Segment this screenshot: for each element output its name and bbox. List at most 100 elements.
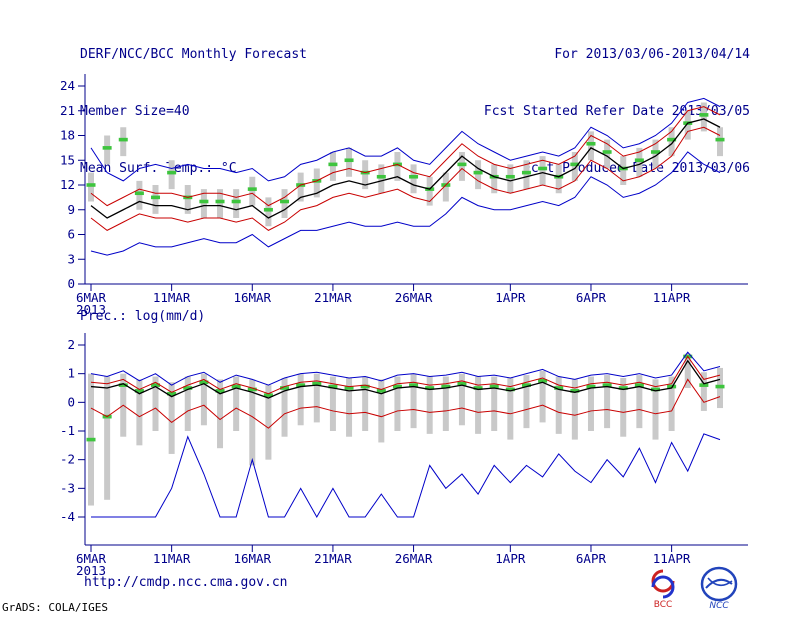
ensemble-mean-line [90, 118, 721, 219]
x-tick-label: 11APR [653, 290, 691, 305]
median-marker [554, 386, 564, 390]
x-tick-label: 1APR [495, 290, 526, 305]
median-marker [489, 384, 499, 389]
ncc-logo-label: NCC [709, 601, 729, 610]
ensemble-spread-bar [184, 376, 191, 431]
ensemble-spread-bar [184, 185, 191, 214]
median-marker [151, 195, 161, 200]
median-marker [538, 379, 548, 383]
median-marker [521, 383, 531, 387]
ensemble-spread-bar [313, 168, 320, 198]
median-marker [102, 146, 112, 150]
ensemble-spread-bar [297, 373, 304, 426]
median-marker [618, 386, 628, 390]
ensemble-spread-bar [442, 172, 449, 202]
ensemble-spread-bar [249, 379, 256, 466]
median-marker [199, 380, 209, 385]
x-tick-label: 1APR [495, 551, 526, 566]
grads-credit: GrADS: COLA/IGES [2, 601, 108, 614]
median-marker [86, 437, 96, 442]
ensemble-spread-bar [620, 156, 627, 185]
median-marker [247, 187, 257, 191]
y-tick-label: 0 [67, 394, 75, 409]
ensemble-spread-bar [200, 189, 207, 218]
ensemble-spread-bar [555, 376, 562, 434]
median-marker [231, 199, 241, 204]
median-marker [667, 384, 677, 389]
ensemble-spread-bar [684, 353, 691, 388]
median-marker [473, 170, 483, 175]
median-marker [650, 387, 660, 392]
ensemble-spread-bar [604, 375, 611, 429]
ensemble-spread-bar [410, 373, 417, 429]
ncc-logo: NCC [700, 566, 738, 610]
y-tick-label: 15 [60, 152, 75, 167]
median-marker [118, 383, 128, 387]
ensemble-spread-bar [539, 370, 546, 423]
ensemble-spread-bar [458, 152, 465, 181]
median-marker [231, 384, 241, 389]
ensemble-spread-bar [88, 172, 94, 202]
ensemble-max-line [90, 97, 721, 182]
y-tick-label: -3 [60, 480, 75, 495]
median-marker [86, 183, 96, 187]
ensemble-spread-bar [636, 375, 643, 429]
ensemble-spread-bar [684, 110, 691, 140]
ensemble-spread-bar [168, 160, 175, 190]
member-size-label: Member Size=40 [80, 104, 190, 119]
y-tick-label: 18 [60, 128, 75, 143]
median-marker [134, 191, 144, 196]
median-marker [263, 393, 273, 397]
plot-title: DERF/NCC/BCC Monthly Forecast [80, 47, 307, 62]
median-marker [199, 199, 209, 204]
bcc-logo-label: BCC [654, 600, 673, 608]
ensemble-spread-bar [700, 372, 707, 411]
ensemble-spread-bar [442, 376, 449, 431]
median-marker [602, 150, 612, 154]
median-marker [328, 162, 338, 167]
ensemble-spread-bar [394, 376, 401, 431]
x-tick-label: 6APR [576, 551, 607, 566]
ensemble-spread-bar [281, 377, 288, 437]
y-tick-label: 21 [60, 103, 75, 118]
median-marker [634, 158, 644, 163]
ensemble-spread-bar [168, 382, 175, 454]
ensemble-spread-bar [136, 180, 143, 210]
y-tick-label: 3 [67, 251, 75, 266]
median-marker [376, 174, 386, 179]
ensemble-spread-bar [217, 189, 224, 218]
median-marker [409, 383, 419, 387]
median-marker [538, 166, 548, 171]
ensemble-spread-bar [604, 139, 611, 169]
bcc-logo: BCC [651, 569, 675, 608]
x-tick-label: 11MAR [153, 290, 191, 305]
ensemble-spread-bar [200, 373, 207, 426]
median-marker [167, 391, 177, 396]
x-tick-label: 11MAR [153, 551, 191, 566]
ensemble-spread-bar [329, 376, 336, 431]
median-marker [667, 137, 677, 142]
median-marker [457, 381, 467, 386]
minus-spread-line [90, 126, 721, 231]
ensemble-spread-bar [636, 147, 643, 177]
ensemble-spread-bar [652, 139, 659, 169]
median-marker [215, 199, 225, 204]
y-tick-label: 2 [67, 337, 75, 352]
ensemble-spread-bar [104, 376, 111, 500]
x-tick-label: 26MAR [395, 551, 433, 566]
ensemble-min-line [91, 433, 721, 519]
ensemble-spread-bar [539, 156, 546, 185]
ensemble-spread-bar [426, 376, 433, 434]
ensemble-spread-bar [329, 152, 336, 181]
median-marker [570, 162, 580, 167]
median-marker [634, 383, 644, 387]
ensemble-spread-bar [620, 377, 627, 437]
ensemble-spread-bar [571, 379, 578, 440]
footer-url: http://cmdp.ncc.cma.gov.cn [84, 575, 288, 590]
median-marker [602, 383, 612, 387]
plus-spread-line [90, 106, 721, 207]
ensemble-spread-bar [555, 164, 562, 194]
median-marker [570, 389, 580, 393]
median-marker [650, 150, 660, 154]
